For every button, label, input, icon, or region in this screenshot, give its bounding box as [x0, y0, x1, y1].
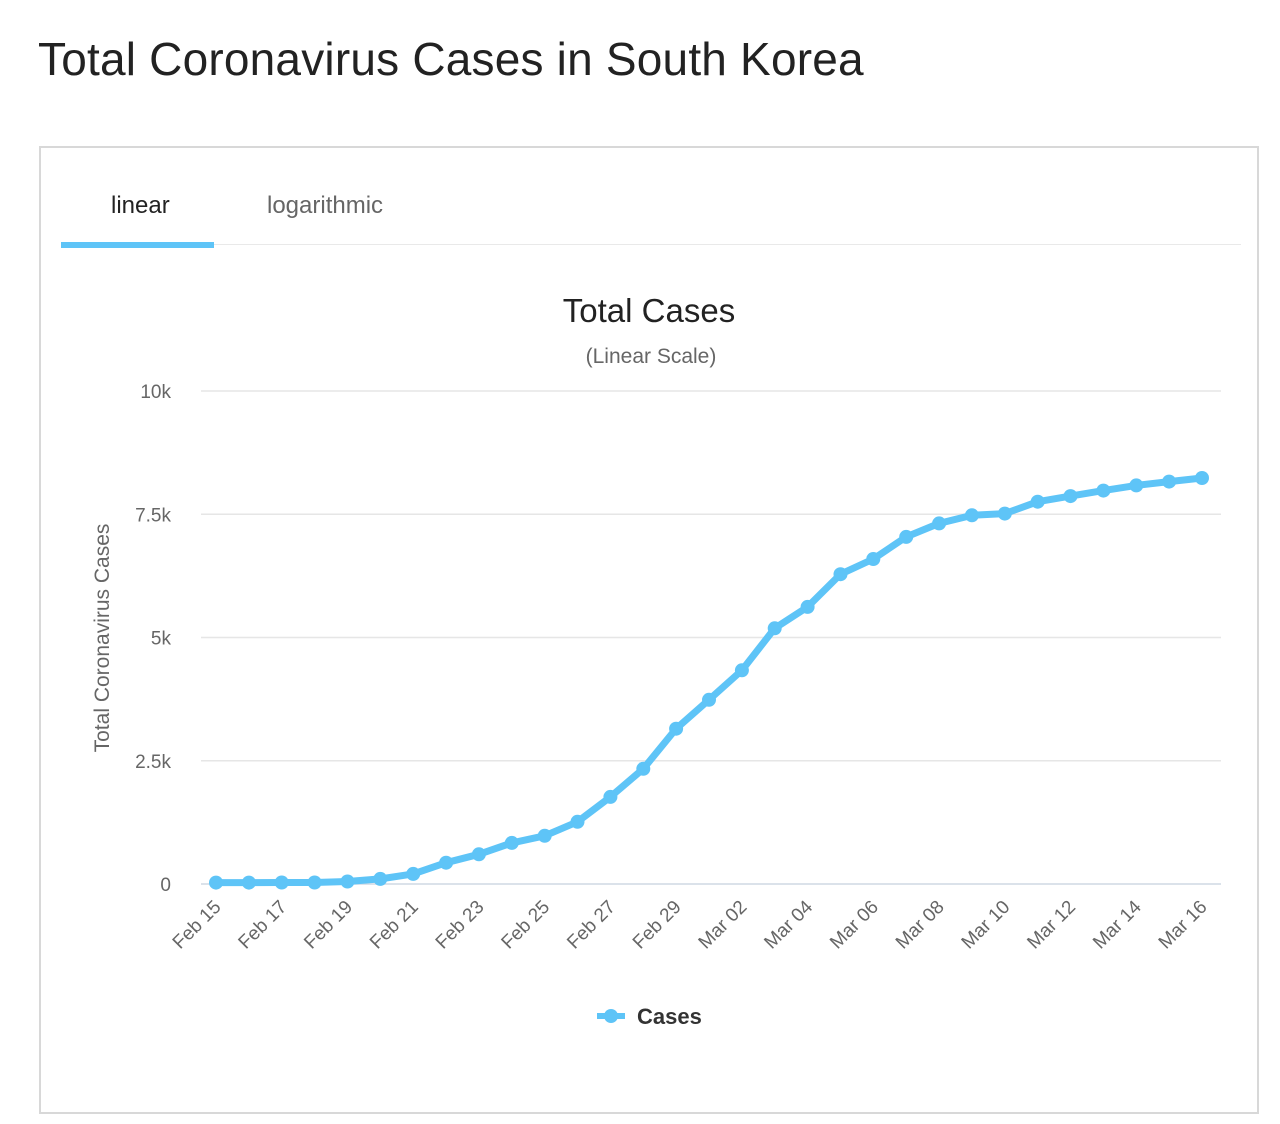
- data-point: [1030, 494, 1045, 509]
- x-tick-label: Feb 23: [432, 897, 489, 954]
- data-point: [997, 506, 1012, 521]
- data-point: [471, 847, 486, 862]
- x-tick-label: Feb 29: [629, 897, 686, 954]
- x-tick-label: Feb 27: [563, 897, 620, 954]
- data-point: [800, 599, 815, 614]
- data-point: [307, 875, 322, 890]
- y-axis-ticks: 0 2.5k 5k 7.5k 10k: [135, 382, 171, 896]
- y-tick-label: 10k: [140, 382, 171, 403]
- x-tick-label: Mar 12: [1023, 897, 1080, 954]
- data-point: [406, 866, 421, 881]
- y-tick-label: 0: [160, 875, 171, 896]
- data-point: [439, 855, 454, 870]
- legend[interactable]: Cases: [597, 1004, 702, 1029]
- x-tick-label: Mar 06: [826, 897, 883, 954]
- x-tick-label: Mar 02: [695, 897, 752, 954]
- tab-linear[interactable]: linear: [111, 192, 170, 219]
- legend-swatch-marker: [604, 1009, 618, 1023]
- data-point: [833, 567, 848, 582]
- page-title: Total Coronavirus Cases in South Korea: [38, 33, 864, 85]
- data-point: [241, 875, 256, 890]
- data-point: [866, 552, 881, 566]
- series-cases: [209, 471, 1209, 890]
- data-point: [373, 871, 388, 886]
- data-point: [669, 721, 684, 736]
- data-point: [1096, 483, 1111, 498]
- data-point: [899, 529, 914, 544]
- data-point: [537, 828, 552, 843]
- active-tab-indicator: [61, 242, 214, 248]
- scale-tabs: linear logarithmic: [61, 148, 1241, 248]
- y-axis-title: Total Coronavirus Cases: [91, 524, 114, 753]
- data-point: [734, 663, 749, 678]
- data-point: [932, 516, 947, 531]
- data-point: [603, 789, 618, 804]
- data-point: [964, 508, 979, 523]
- data-point: [636, 761, 651, 776]
- y-tick-label: 5k: [151, 629, 172, 650]
- legend-label: Cases: [637, 1004, 702, 1029]
- data-point: [702, 692, 716, 707]
- series-line: [212, 474, 1206, 887]
- x-tick-label: Mar 10: [958, 897, 1015, 954]
- data-point: [1195, 471, 1209, 485]
- chart-card: linear logarithmic Total Cases (Linear S…: [39, 146, 1259, 1114]
- x-tick-label: Mar 04: [760, 896, 817, 953]
- data-point: [1063, 489, 1078, 504]
- data-point: [1162, 474, 1177, 489]
- grid-layer: [201, 390, 1221, 885]
- y-tick-label: 2.5k: [135, 752, 171, 773]
- x-tick-label: Feb 19: [300, 897, 357, 954]
- data-point: [340, 874, 355, 889]
- x-tick-label: Feb 21: [366, 897, 423, 954]
- chart-subtitle: (Linear Scale): [586, 345, 717, 368]
- x-tick-label: Feb 15: [169, 897, 226, 954]
- data-point: [767, 621, 782, 636]
- x-tick-label: Mar 08: [892, 897, 949, 954]
- data-point: [1129, 478, 1144, 493]
- tab-logarithmic[interactable]: logarithmic: [267, 192, 384, 219]
- data-point: [570, 814, 585, 829]
- chart-title: Total Cases: [563, 292, 735, 329]
- data-point: [209, 875, 223, 890]
- x-tick-label: Feb 17: [235, 897, 292, 954]
- data-point: [504, 835, 519, 850]
- x-tick-label: Mar 14: [1089, 896, 1146, 953]
- y-tick-label: 7.5k: [135, 505, 171, 526]
- data-point: [274, 875, 289, 890]
- x-tick-label: Feb 25: [498, 897, 555, 954]
- x-axis-ticks: Feb 15 Feb 17 Feb 19 Feb 21 Feb 23 Feb 25 Feb …: [169, 896, 1212, 953]
- cases-line-chart: Total Cases (Linear Scale) Total Coronav…: [91, 292, 1221, 1029]
- x-tick-label: Mar 16: [1155, 897, 1212, 954]
